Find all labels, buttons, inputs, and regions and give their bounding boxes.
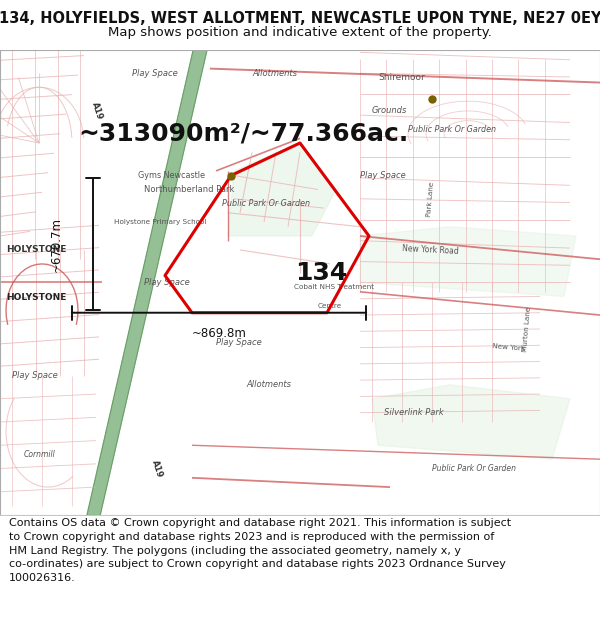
Text: HOLYSTONE: HOLYSTONE	[6, 294, 67, 302]
Text: Park Lane: Park Lane	[426, 181, 435, 217]
Text: ~869.8m: ~869.8m	[191, 327, 247, 339]
Text: New York: New York	[492, 343, 526, 352]
Text: Play Space: Play Space	[144, 278, 190, 287]
Text: Play Space: Play Space	[132, 69, 178, 78]
Polygon shape	[372, 385, 570, 459]
Text: Public Park Or Garden: Public Park Or Garden	[432, 464, 516, 473]
Text: Allotments: Allotments	[246, 380, 291, 389]
Text: ~670.7m: ~670.7m	[50, 217, 63, 272]
Polygon shape	[87, 50, 207, 515]
Text: Shiremoor: Shiremoor	[378, 73, 425, 82]
Text: Play Space: Play Space	[216, 339, 262, 348]
Text: Map shows position and indicative extent of the property.: Map shows position and indicative extent…	[108, 26, 492, 39]
Polygon shape	[228, 143, 336, 236]
Text: A19: A19	[150, 459, 164, 479]
Text: Murton Lane: Murton Lane	[522, 306, 532, 352]
Text: Play Space: Play Space	[12, 371, 58, 380]
Text: Gyms Newcastle: Gyms Newcastle	[138, 171, 205, 180]
Text: Silverlink Park: Silverlink Park	[384, 408, 444, 418]
Text: New York Road: New York Road	[402, 244, 459, 256]
Text: Grounds: Grounds	[372, 106, 407, 115]
Text: HOLYSTONE: HOLYSTONE	[6, 246, 67, 254]
Text: Holystone Primary School: Holystone Primary School	[114, 219, 206, 225]
Text: Play Space: Play Space	[360, 171, 406, 180]
Text: Public Park Or Garden: Public Park Or Garden	[408, 124, 496, 134]
Text: 134: 134	[295, 261, 347, 285]
Text: Contains OS data © Crown copyright and database right 2021. This information is : Contains OS data © Crown copyright and d…	[9, 518, 511, 582]
Polygon shape	[360, 227, 576, 296]
Text: Northumberland Park: Northumberland Park	[144, 185, 235, 194]
Text: ~313090m²/~77.366ac.: ~313090m²/~77.366ac.	[78, 122, 408, 146]
Text: Public Park Or Garden: Public Park Or Garden	[222, 199, 310, 208]
Text: Cobalt NHS Treatment: Cobalt NHS Treatment	[294, 284, 374, 290]
Text: Cornmill: Cornmill	[24, 450, 56, 459]
Text: A19: A19	[90, 101, 104, 121]
Text: 134, HOLYFIELDS, WEST ALLOTMENT, NEWCASTLE UPON TYNE, NE27 0EY: 134, HOLYFIELDS, WEST ALLOTMENT, NEWCAST…	[0, 11, 600, 26]
Text: Centre: Centre	[318, 302, 342, 309]
Text: Allotments: Allotments	[252, 69, 297, 78]
